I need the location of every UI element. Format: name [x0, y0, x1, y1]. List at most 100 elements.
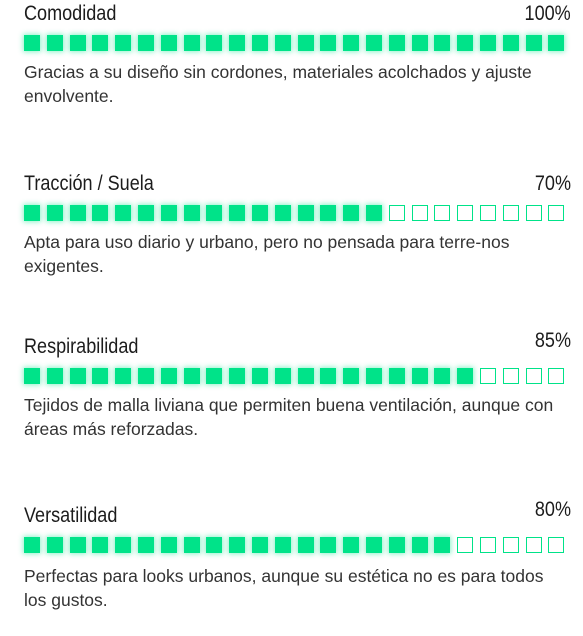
- bar-segment-filled: [388, 537, 405, 553]
- rating-description: Apta para uso diario y urbano, pero no p…: [24, 232, 510, 276]
- bar-segment-filled: [138, 368, 154, 384]
- rating-description: Perfectas para looks urbanos, aunque su …: [24, 566, 544, 610]
- bar-segment-empty: [480, 368, 496, 384]
- bar-segment-empty: [548, 368, 565, 384]
- rating-traccion-suela: Tracción / Suela 70% Apta para uso diari…: [24, 170, 571, 278]
- bar-segment-filled: [69, 35, 86, 51]
- bar-segment-filled: [69, 205, 86, 221]
- bar-segment-filled: [343, 35, 360, 51]
- bar-segment-empty: [502, 205, 519, 221]
- bar-segment-filled: [206, 537, 223, 553]
- bar-segment-filled: [92, 35, 109, 51]
- rating-description: Tejidos de malla liviana que permiten bu…: [24, 395, 554, 439]
- bar-segment-filled: [297, 205, 314, 221]
- rating-percent: 80%: [534, 498, 571, 521]
- bar-segment-filled: [92, 537, 109, 553]
- bar-segment-empty: [525, 368, 542, 384]
- bar-segment-filled: [388, 35, 405, 51]
- bar-segment-filled: [366, 205, 382, 221]
- bar-segment-filled: [183, 368, 200, 384]
- bar-segment-empty: [480, 537, 496, 553]
- bar-segment-filled: [92, 368, 109, 384]
- bar-segment-filled: [343, 368, 360, 384]
- bar-segment-filled: [434, 368, 451, 384]
- bar-segment-empty: [457, 205, 474, 221]
- bar-segment-filled: [46, 205, 63, 221]
- bar-segment-filled: [138, 537, 154, 553]
- bar-segment-filled: [320, 537, 337, 553]
- rating-header: Comodidad 100%: [24, 0, 571, 30]
- bar-segment-empty: [388, 205, 405, 221]
- bar-segment-filled: [320, 35, 337, 51]
- bar-segment-filled: [320, 368, 337, 384]
- bar-segment-filled: [297, 35, 314, 51]
- rating-respirabilidad: Respirabilidad 85% Tejidos de malla livi…: [24, 329, 571, 441]
- bar-segment-filled: [297, 537, 314, 553]
- rating-label: Tracción / Suela: [24, 172, 154, 195]
- bar-segment-filled: [183, 35, 200, 51]
- rating-comodidad: Comodidad 100% Gracias a su diseño sin c…: [24, 0, 571, 108]
- bar-segment-empty: [457, 537, 474, 553]
- rating-header: Tracción / Suela 70%: [24, 170, 571, 200]
- bar-segment-filled: [206, 205, 223, 221]
- bar-segment-empty: [502, 368, 519, 384]
- rating-versatilidad: Versatilidad 80% Perfectas para looks ur…: [24, 498, 571, 612]
- bar-segment-filled: [160, 537, 177, 553]
- bar-segment-filled: [252, 35, 268, 51]
- bar-segment-filled: [366, 537, 382, 553]
- bar-segment-filled: [274, 35, 291, 51]
- bar-segment-filled: [69, 537, 86, 553]
- bar-segment-filled: [92, 205, 109, 221]
- rating-bar: [24, 204, 571, 222]
- rating-percent: 85%: [534, 329, 571, 352]
- bar-segment-filled: [24, 537, 40, 553]
- bar-segment-filled: [434, 537, 451, 553]
- bar-segment-filled: [480, 35, 496, 51]
- bar-segment-filled: [274, 368, 291, 384]
- bar-segment-filled: [115, 368, 132, 384]
- bar-segment-filled: [183, 537, 200, 553]
- bar-segment-filled: [206, 368, 223, 384]
- bar-segment-filled: [252, 368, 268, 384]
- bar-segment-filled: [138, 35, 154, 51]
- rating-label: Respirabilidad: [24, 335, 139, 358]
- bar-segment-filled: [24, 368, 40, 384]
- bar-segment-filled: [525, 35, 542, 51]
- bar-segment-filled: [229, 205, 246, 221]
- bar-segment-empty: [525, 537, 542, 553]
- bar-segment-filled: [24, 35, 40, 51]
- bar-segment-filled: [46, 35, 63, 51]
- bar-segment-filled: [388, 368, 405, 384]
- rating-percent: 100%: [524, 2, 571, 25]
- bar-segment-filled: [183, 205, 200, 221]
- rating-bar: [24, 34, 571, 52]
- rating-label: Comodidad: [24, 2, 117, 25]
- bar-segment-filled: [320, 205, 337, 221]
- bar-segment-filled: [366, 35, 382, 51]
- bar-segment-filled: [343, 537, 360, 553]
- rating-percent: 70%: [534, 172, 571, 195]
- bar-segment-empty: [434, 205, 451, 221]
- bar-segment-filled: [274, 537, 291, 553]
- bar-segment-filled: [69, 368, 86, 384]
- bar-segment-filled: [297, 368, 314, 384]
- bar-segment-filled: [434, 35, 451, 51]
- bar-segment-empty: [480, 205, 496, 221]
- bar-segment-filled: [160, 35, 177, 51]
- bar-segment-filled: [457, 368, 474, 384]
- bar-segment-filled: [411, 35, 428, 51]
- rating-bar: [24, 367, 571, 385]
- bar-segment-filled: [252, 205, 268, 221]
- bar-segment-empty: [548, 205, 565, 221]
- bar-segment-filled: [115, 537, 132, 553]
- bar-segment-filled: [160, 368, 177, 384]
- rating-label: Versatilidad: [24, 504, 118, 527]
- bar-segment-filled: [229, 368, 246, 384]
- bar-segment-filled: [160, 205, 177, 221]
- rating-header: Versatilidad 80%: [24, 498, 571, 532]
- bar-segment-filled: [366, 368, 382, 384]
- bar-segment-filled: [457, 35, 474, 51]
- rating-bar: [24, 536, 571, 554]
- bar-segment-filled: [548, 35, 565, 51]
- bar-segment-empty: [411, 205, 428, 221]
